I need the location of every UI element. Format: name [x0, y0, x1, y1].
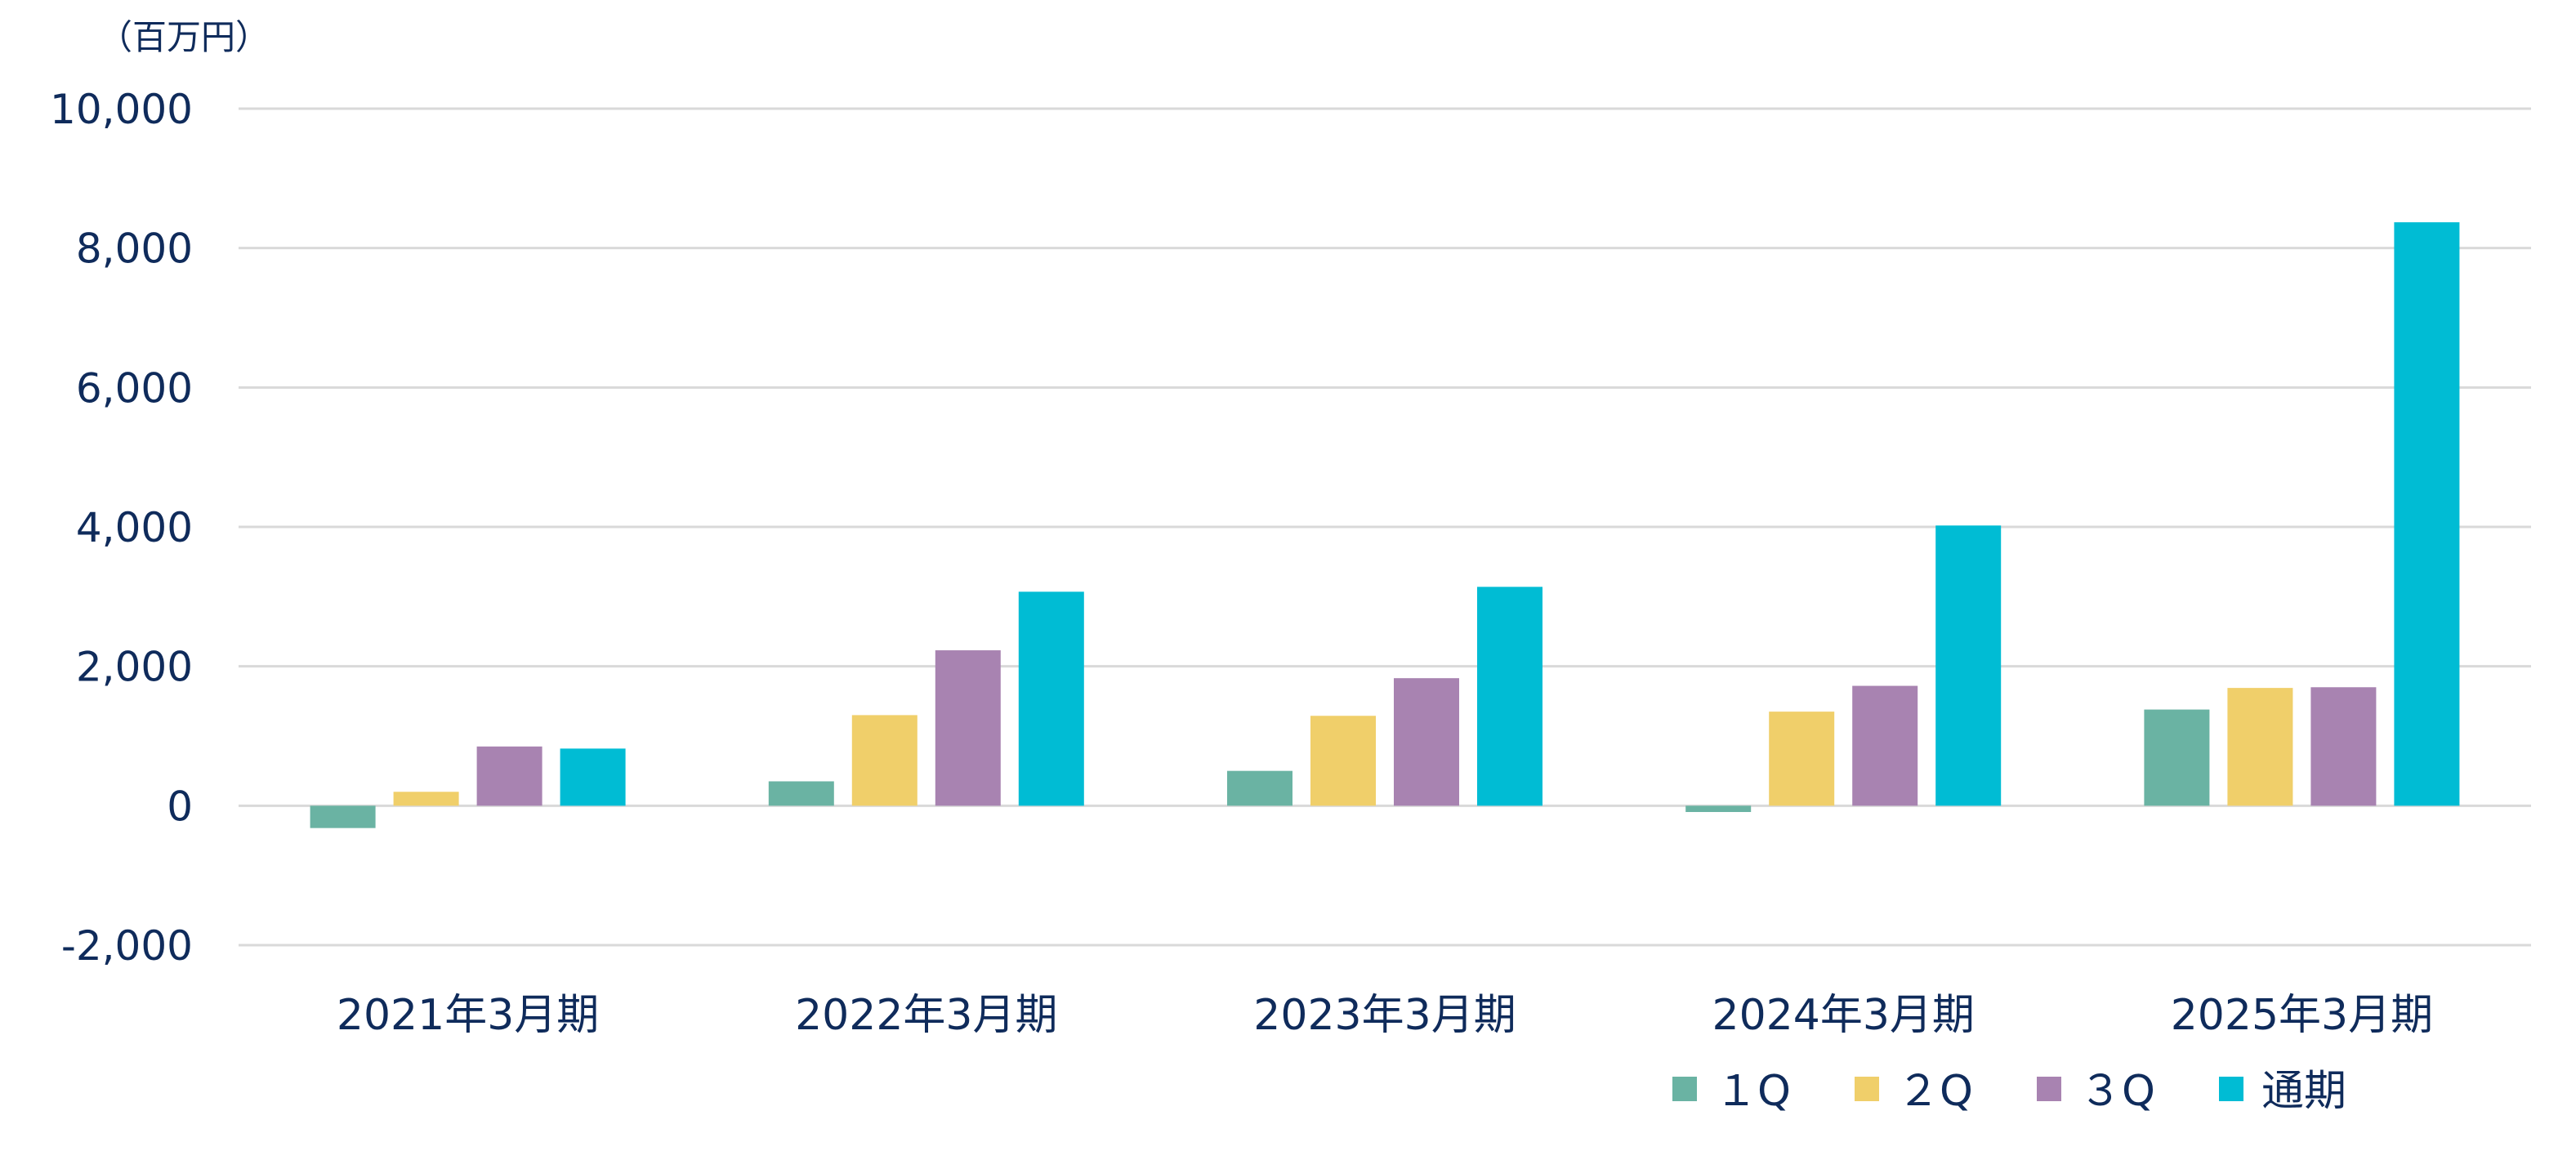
legend-swatch [2037, 1077, 2061, 1101]
bar-2Q-2 [1310, 716, 1376, 806]
bar-1Q-3 [1685, 805, 1752, 813]
y-tick-label: 0 [167, 783, 193, 830]
legend-item-1Q: １Q [1672, 1067, 1791, 1116]
legend-label: ２Q [1897, 1067, 1973, 1116]
gridlines [239, 107, 2531, 947]
bar-3Q-2 [1394, 678, 1459, 806]
bar-3Q-0 [476, 746, 542, 806]
bar-1Q-2 [1227, 770, 1292, 806]
y-tick-label: 4,000 [76, 504, 193, 551]
legend-swatch [1672, 1077, 1697, 1101]
legend-label: ３Q [2079, 1067, 2155, 1116]
legend-swatch [2219, 1077, 2243, 1101]
bar-3Q-4 [2310, 687, 2377, 806]
y-tick-label: 8,000 [76, 225, 193, 273]
bar-通期-2 [1477, 587, 1542, 806]
bars [310, 222, 2460, 828]
bar-通期-3 [1935, 525, 2002, 806]
bar-通期-0 [560, 748, 626, 806]
bar-3Q-1 [935, 650, 1001, 806]
bar-2Q-0 [393, 792, 459, 806]
legend: １Q ２Q ３Q 通期 [1672, 1067, 2346, 1116]
x-tick-label: 2022年3月期 [795, 991, 1057, 1040]
y-tick-label: 2,000 [76, 644, 193, 691]
bar-2Q-3 [1769, 712, 1835, 806]
bar-1Q-0 [310, 805, 376, 828]
y-tick-label: -2,000 [61, 922, 193, 970]
y-tick-label: 6,000 [76, 364, 193, 412]
bar-3Q-3 [1852, 685, 1918, 806]
legend-swatch [1855, 1077, 1879, 1101]
x-tick-label: 2023年3月期 [1253, 991, 1516, 1040]
legend-item-2Q: ２Q [1855, 1067, 1973, 1116]
bar-1Q-4 [2144, 709, 2210, 806]
x-tick-label: 2024年3月期 [1712, 991, 1974, 1040]
unit-label: （百万円） [98, 17, 270, 57]
legend-label: １Q [1715, 1067, 1791, 1116]
legend-item-3Q: ３Q [2037, 1067, 2155, 1116]
x-axis-tick-labels: 2021年3月期 2022年3月期 2023年3月期 2024年3月期 2025年3月期 [337, 991, 2433, 1040]
legend-item-通期: 通期 [2219, 1067, 2346, 1116]
y-axis-tick-labels: 10,000 8,000 6,000 4,000 2,000 0 -2,000 [50, 86, 193, 970]
bar-通期-4 [2394, 222, 2460, 806]
bar-2Q-1 [851, 715, 917, 806]
y-tick-label: 10,000 [50, 86, 193, 133]
x-tick-label: 2021年3月期 [337, 991, 599, 1040]
bar-通期-1 [1018, 591, 1084, 806]
legend-label: 通期 [2261, 1067, 2346, 1116]
x-tick-label: 2025年3月期 [2171, 991, 2433, 1040]
bar-2Q-4 [2227, 688, 2293, 806]
bar-1Q-1 [768, 781, 834, 806]
